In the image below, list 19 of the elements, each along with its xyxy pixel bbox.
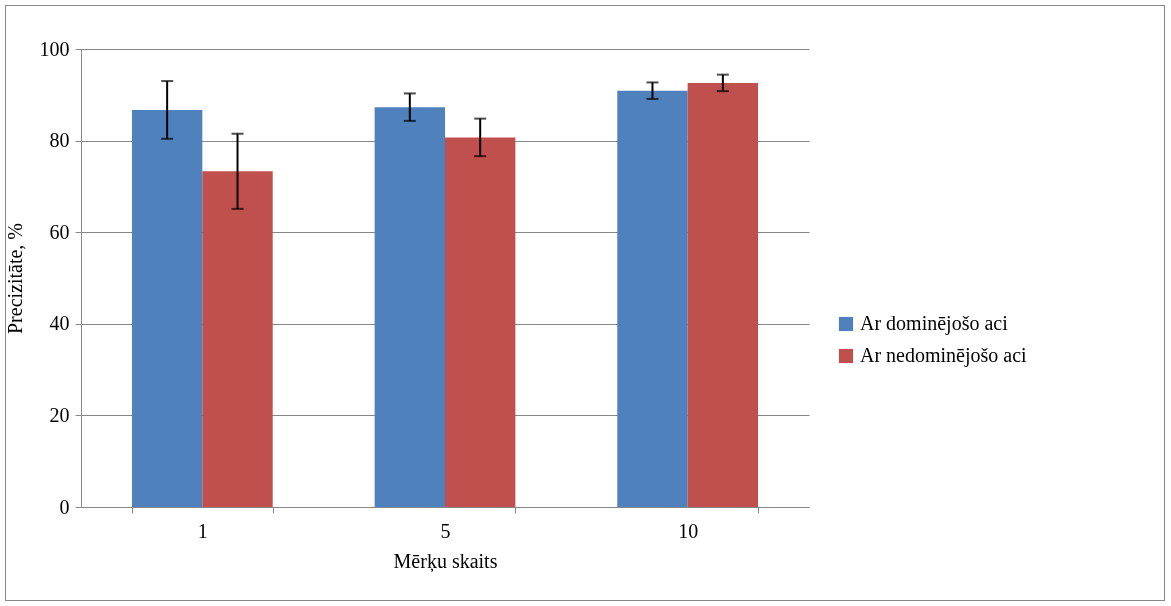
bar [617, 90, 688, 507]
y-tick-label: 100 [39, 37, 70, 60]
legend-label: Ar nedominējošo aci [860, 344, 1028, 367]
y-tick-label: 20 [49, 403, 70, 426]
bar [687, 82, 759, 507]
y-tick-label: 0 [59, 495, 70, 518]
x-axis-title: Mērķu skaits [393, 549, 498, 573]
y-tick-label: 40 [49, 312, 70, 335]
y-tick-label: 80 [49, 129, 70, 152]
bar [445, 137, 516, 507]
x-tick-label: 5 [440, 519, 451, 542]
x-tick-label: 1 [197, 519, 208, 542]
x-tick-label: 10 [678, 519, 699, 542]
bar [131, 109, 203, 507]
bar [202, 171, 273, 507]
y-tick-label: 60 [49, 220, 70, 243]
y-axis-title: Precizitāte, % [3, 222, 26, 335]
bar [374, 107, 445, 507]
legend-label: Ar dominējošo aci [860, 312, 1009, 335]
